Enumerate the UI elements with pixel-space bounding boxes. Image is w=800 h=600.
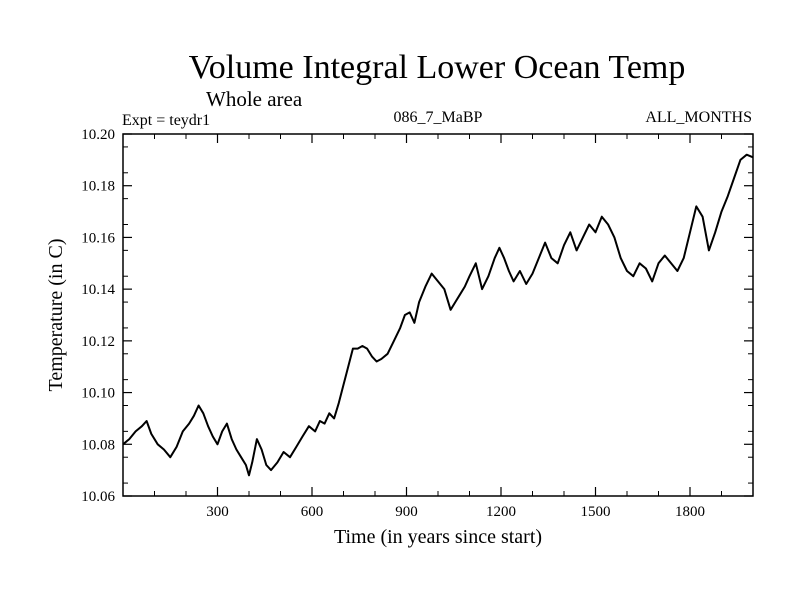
series-line: [122, 153, 754, 477]
chart-title: Volume Integral Lower Ocean Temp: [189, 49, 686, 86]
y-axis-label: Temperature (in C): [45, 239, 67, 392]
x-tick-label: 1800: [675, 504, 705, 520]
x-axis-label: Time (in years since start): [334, 526, 542, 548]
y-tick-label: 10.06: [81, 489, 115, 505]
y-tick-label: 10.16: [81, 230, 115, 246]
months-label: ALL_MONTHS: [645, 109, 752, 126]
experiment-label: Expt = teydr1: [122, 112, 210, 129]
run-label: 086_7_MaBP: [394, 109, 483, 126]
y-tick-label: 10.18: [81, 179, 115, 195]
y-axis: 10.06 10.08 10.10 10.12 10.14 10.16 10.18 10.20: [81, 127, 753, 505]
x-tick-label: 1200: [486, 504, 516, 520]
x-tick-label: 300: [206, 504, 229, 520]
y-tick-label: 10.12: [81, 334, 115, 350]
chart-subtitle: Whole area: [206, 87, 303, 111]
y-tick-label: 10.08: [81, 437, 115, 453]
x-tick-label: 900: [395, 504, 418, 520]
x-tick-label: 600: [301, 504, 324, 520]
y-tick-label: 10.10: [81, 386, 115, 402]
y-tick-label: 10.20: [81, 127, 115, 143]
x-axis: 300 600 900 1200 1500 1800: [154, 134, 722, 520]
y-tick-label: 10.14: [81, 282, 115, 298]
x-tick-label: 1500: [581, 504, 611, 520]
